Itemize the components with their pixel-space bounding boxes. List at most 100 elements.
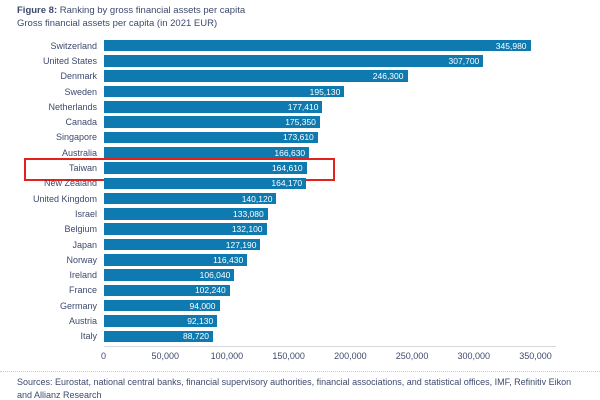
country-label: United Kingdom (32, 193, 97, 204)
bar-track: 173,610 (103, 131, 536, 144)
bar-row: United States 307,700 (8, 53, 592, 68)
bar: 102,240 (103, 284, 230, 297)
bar-row: Taiwan 164,610 (8, 157, 592, 181)
bar: 140,120 (103, 192, 277, 205)
figure-number-label: Figure 8: (17, 5, 58, 16)
country-label: Italy (80, 331, 97, 342)
bar-track: 102,240 (103, 284, 536, 297)
x-tick-label: 250,000 (395, 350, 429, 361)
bar: 307,700 (103, 55, 484, 67)
x-tick-label: 300,000 (457, 350, 491, 361)
country-label: Belgium (64, 224, 97, 235)
bar-track: 307,700 (103, 55, 536, 67)
bar-track: 195,130 (103, 85, 536, 98)
bar-row: Ireland 106,040 (8, 267, 592, 282)
country-label: United States (42, 55, 97, 66)
bar-value-label: 102,240 (194, 285, 226, 296)
bar-row: Belgium 132,100 (8, 222, 592, 237)
bar-track: 132,100 (103, 223, 536, 235)
bar-value-label: 92,130 (187, 315, 214, 326)
bar: 195,130 (103, 85, 345, 98)
bar-rows: Switzerland 345,980 United States 307,700 De… (8, 38, 592, 344)
bar-row: Singapore 173,610 (8, 130, 592, 145)
bar-value-label: 173,610 (283, 132, 314, 143)
bar-track: 106,040 (103, 269, 536, 281)
bar: 177,410 (103, 101, 323, 113)
bar: 175,350 (103, 116, 320, 128)
bar-row: Italy 88,720 (8, 329, 592, 344)
bar-row: Denmark 246,300 (8, 69, 592, 84)
bar-value-label: 88,720 (183, 331, 209, 342)
bar-track: 92,130 (103, 315, 536, 327)
bar: 116,430 (103, 254, 248, 266)
bar-value-label: 345,980 (495, 40, 527, 51)
bar-value-label: 132,100 (231, 224, 263, 235)
bar-value-label: 246,300 (372, 71, 404, 82)
country-label: Switzerland (50, 40, 97, 51)
bar-track: 345,980 (103, 39, 536, 52)
x-tick-label: 200,000 (334, 350, 367, 361)
bar: 173,610 (103, 131, 318, 144)
bar: 132,100 (103, 223, 267, 235)
x-axis: 0 50,000 100,000 150,000 200,000 250,000 300,0… (8, 347, 592, 363)
bar-track: 164,170 (103, 177, 536, 190)
bar-track: 175,350 (103, 116, 536, 128)
bar: 164,170 (103, 177, 307, 190)
bar-value-label: 133,080 (233, 208, 264, 219)
bar-track: 177,410 (103, 101, 536, 113)
bar-value-label: 195,130 (309, 86, 341, 97)
figure-title-text: Ranking by gross financial assets per ca… (57, 5, 246, 16)
bar: 166,630 (103, 146, 310, 159)
bar: 92,130 (103, 315, 218, 327)
x-tick-label: 100,000 (210, 350, 244, 361)
bar-value-label: 116,430 (213, 254, 244, 265)
bar-row: Austria 92,130 (8, 313, 592, 328)
bar-track: 88,720 (103, 330, 536, 343)
bar-value-label: 106,040 (199, 270, 231, 281)
bar-row: Canada 175,350 (8, 114, 592, 129)
country-label: Denmark (60, 71, 97, 82)
bar-value-label: 94,000 (189, 300, 216, 311)
sources-text: Sources: Eurostat, national central bank… (17, 377, 572, 400)
bar: 164,610 (103, 162, 307, 174)
bar: 127,190 (103, 238, 261, 251)
x-axis-line (103, 345, 556, 347)
bar-row: Israel 133,080 (8, 206, 592, 221)
bar-row: France 102,240 (8, 283, 592, 298)
bar-track: 133,080 (103, 208, 536, 220)
country-label: Canada (65, 117, 97, 128)
bar: 94,000 (103, 299, 220, 312)
bar-track: 140,120 (103, 192, 536, 205)
bar-value-label: 307,700 (448, 55, 480, 66)
bar-value-label: 140,120 (241, 193, 273, 204)
bar: 133,080 (103, 208, 268, 220)
x-tick-label: 50,000 (151, 350, 179, 361)
x-tick-label: 350,000 (519, 350, 552, 361)
bar-value-label: 166,630 (274, 147, 306, 158)
country-label: France (68, 285, 97, 296)
country-label: Norway (66, 254, 97, 265)
country-label: Netherlands (48, 101, 97, 112)
bar-row: Netherlands 177,410 (8, 99, 592, 114)
bar-chart: Switzerland 345,980 United States 307,700 De… (8, 38, 592, 363)
country-label: Germany (59, 300, 97, 311)
bar-row: Switzerland 345,980 (8, 38, 592, 53)
bar-track: 164,610 (103, 162, 536, 174)
figure-title: Figure 8: Ranking by gross financial ass… (17, 4, 245, 30)
bar-row: Germany 94,000 (8, 298, 592, 313)
country-label: Taiwan (68, 163, 97, 174)
bar-track: 127,190 (103, 238, 536, 251)
bar-value-label: 127,190 (225, 239, 257, 250)
figure-subtitle: Gross financial assets per capita (in 20… (17, 18, 218, 29)
country-label: Ireland (69, 270, 97, 281)
bar-track: 246,300 (103, 70, 536, 82)
bar-row: Australia 166,630 (8, 145, 592, 160)
country-label: New Zealand (43, 178, 97, 189)
bar-value-label: 175,350 (285, 117, 316, 128)
bar-track: 166,630 (103, 146, 536, 159)
bar-row: New Zealand 164,170 (8, 176, 592, 191)
footer-divider (0, 371, 600, 372)
country-label: Sweden (64, 86, 97, 97)
bar-track: 116,430 (103, 254, 536, 266)
